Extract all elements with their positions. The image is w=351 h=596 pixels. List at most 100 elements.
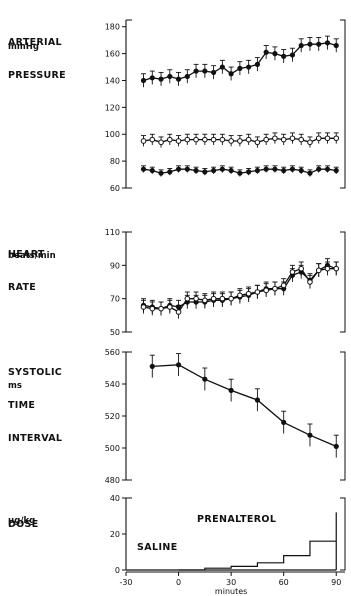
panel1-series-1-point <box>281 53 287 59</box>
panel1-series-1-point <box>202 68 208 74</box>
panel1-series-1-point <box>263 49 269 55</box>
panel4-x-tick-label: 90 <box>331 578 341 587</box>
panel2-title-line2: RATE <box>8 282 37 293</box>
panel1-series-2-point <box>298 136 305 143</box>
panel1-y-tick-label: 140 <box>105 76 120 85</box>
panel1-series-1-point <box>219 64 225 70</box>
panel4-right-bracket <box>340 497 346 571</box>
panel1-series-2-point <box>237 138 243 144</box>
panel1-series-2-point <box>280 136 287 143</box>
panel1-series-2-point <box>167 136 173 143</box>
panel2-series-2-point <box>245 290 252 297</box>
panel2-series-2-point <box>202 297 208 304</box>
panel1-series-1-point <box>140 77 147 84</box>
panel1-series-3-point <box>158 170 164 176</box>
panel2-y-tick-label: 90 <box>110 261 120 270</box>
panel2-y-tick-label: 70 <box>110 295 120 304</box>
panel4-annotation-prenalterol: PRENALTEROL <box>197 514 276 525</box>
panel2-series-2-point <box>272 285 278 292</box>
panel1-series-2-point <box>184 136 191 143</box>
panel2-series-2-point <box>237 292 243 299</box>
panel3-series-1-line <box>152 364 337 447</box>
panel3-series-1-point <box>175 362 182 368</box>
panel2-series-2-point <box>149 305 156 312</box>
panel1-series-1-point <box>316 41 322 47</box>
panel1-title-line1: ARTERIAL <box>8 37 62 48</box>
panel2-series-2-point <box>315 267 322 274</box>
panel4-x-tick-label: 30 <box>226 578 236 587</box>
panel2-title-line1: HEART <box>8 249 45 260</box>
panel1-y-tick-label: 180 <box>105 23 120 32</box>
panel1-series-3-point <box>202 169 208 175</box>
panel1-series-1-point <box>254 61 260 67</box>
panel1-series-1-point <box>158 76 164 82</box>
panel1-series-2-point <box>333 135 340 142</box>
panel2-series-2-point <box>140 304 147 310</box>
panel1-series-1-point <box>193 68 199 74</box>
panel1-series-3-point <box>263 166 269 172</box>
panel4-x-tick-label: -30 <box>119 578 132 587</box>
panel1-series-1-point <box>333 42 339 49</box>
panel2-series-2-point <box>219 295 226 302</box>
panel3-series-1-point <box>228 387 234 393</box>
panel1-series-2-point <box>263 136 269 143</box>
panel3-series-1-point <box>333 443 339 449</box>
panel2-series-2-point <box>175 309 182 315</box>
panel1-series-3-point <box>193 167 199 174</box>
panel1-series-2-point <box>228 138 234 144</box>
panel1-y-tick-label: 160 <box>105 50 120 59</box>
panel1-series-3-point <box>316 166 322 172</box>
panel1-right-bracket <box>340 19 346 189</box>
panel3-series-1-point <box>149 363 155 369</box>
panel1-series-3-point <box>246 169 252 175</box>
panel3-series-1-point <box>254 397 260 403</box>
panel4-y-tick-label: 40 <box>110 494 120 503</box>
panel1-title: ARTERIAL PRESSURE <box>8 15 66 92</box>
panel3-unit: ms <box>8 381 22 391</box>
panel1-series-2-point <box>210 136 217 143</box>
panel1-series-3-point <box>272 166 278 172</box>
panel3-y-tick-label: 480 <box>105 476 120 485</box>
panel3-series-1-point <box>202 376 208 382</box>
panel2-series-2-point <box>298 265 305 272</box>
panel1-series-2-point <box>140 138 147 144</box>
panel2-series-2-point <box>333 265 340 272</box>
panel3-y-tick-label: 500 <box>105 444 120 453</box>
panel1-series-2-point <box>315 135 322 142</box>
panel4-unit: µg/kg <box>8 516 36 526</box>
panel1-series-3-point <box>211 167 217 174</box>
panel1-series-2-point <box>324 135 331 142</box>
panel2-series-2-point <box>228 295 234 302</box>
panel2-series-2-point <box>210 295 217 302</box>
panel2-series-2-point <box>263 287 269 294</box>
panel1-y-tick-label: 80 <box>110 157 120 166</box>
panel2-series-2-point <box>280 282 287 289</box>
panel1-series-3-point <box>175 166 182 172</box>
panel3-title-line3: INTERVAL <box>8 433 63 444</box>
panel1-series-1-point <box>246 64 252 70</box>
panel4-title: DOSE <box>8 497 39 541</box>
panel4-annotation-saline: SALINE <box>137 542 178 553</box>
panel1-series-1-point <box>324 40 331 46</box>
panel4-x-axis-label: minutes <box>215 587 247 596</box>
panel3-y-tick-label: 540 <box>105 380 120 389</box>
panel1-series-1-point <box>289 52 296 58</box>
panel1-series-2-point <box>175 138 182 144</box>
panel1-series-2-point <box>193 136 199 143</box>
panel1-series-2-point <box>202 136 208 143</box>
panel1-series-1-point <box>167 73 173 80</box>
panel1-y-tick-label: 120 <box>105 103 120 112</box>
panel1-series-2-point <box>158 139 164 146</box>
panel1-series-3-point <box>324 166 331 172</box>
panel1-series-3-point <box>333 167 339 174</box>
panel1-series-1-point <box>184 73 190 80</box>
panel4-y-tick-label: 0 <box>115 566 120 575</box>
panel1-series-3-point <box>228 167 234 174</box>
panel1-series-1-point <box>237 65 243 71</box>
panel4-y-tick-label: 20 <box>110 530 120 539</box>
panel2-series-2-point <box>289 269 296 275</box>
panel1-series-2-point <box>219 136 226 143</box>
panel2-series-2-point <box>307 279 313 285</box>
panel1-series-2-point <box>289 135 296 142</box>
